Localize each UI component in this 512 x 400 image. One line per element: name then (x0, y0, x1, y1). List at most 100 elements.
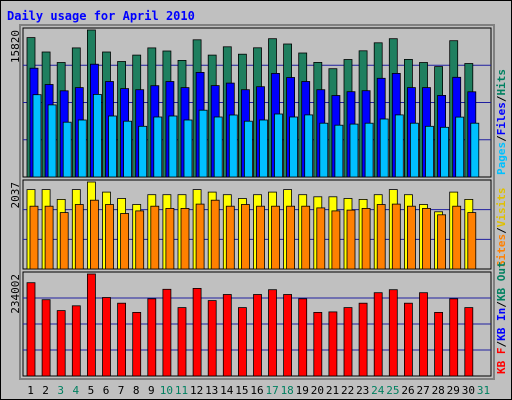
bar-kb-f (464, 307, 474, 377)
bar-sites (59, 212, 69, 270)
legend-entry: / (495, 95, 508, 102)
bar-pages (364, 122, 374, 178)
bar-pages (183, 119, 193, 178)
bar-sites (44, 205, 54, 270)
x-tick-label: 19 (296, 384, 309, 397)
legend-entry: / (495, 227, 508, 234)
bar-kb-f (26, 282, 36, 377)
bar-pages (274, 113, 283, 178)
bar-pages (138, 125, 148, 178)
x-tick-label: 1 (27, 384, 34, 397)
bar-sites (301, 205, 311, 270)
bar-sites (316, 207, 326, 270)
legend-entry: Hits (495, 69, 508, 96)
legend-top: Pages/Files/Hits (495, 69, 508, 175)
x-tick-label: 31 (477, 384, 490, 397)
bar-kb-f (313, 311, 323, 377)
plot-frame (19, 24, 495, 380)
bar-kb-f (388, 289, 398, 377)
bar-pages (108, 115, 117, 178)
bar-kb-f (87, 273, 96, 377)
x-tick-label: 26 (401, 384, 414, 397)
bar-sites (29, 205, 39, 270)
chart-title: Daily usage for April 2010 (7, 9, 195, 23)
bar-pages (349, 123, 359, 178)
legend-entry: KB Out (495, 261, 508, 301)
bar-pages (289, 116, 299, 178)
bar-pages (213, 116, 223, 178)
bar-pages (32, 94, 42, 178)
bar-kb-f (373, 292, 383, 377)
bar-sites (331, 210, 341, 270)
legend-bottom: KB F/KB In/KB Out (495, 261, 508, 374)
x-tick-label: 30 (462, 384, 475, 397)
x-tick-label: 20 (311, 384, 324, 397)
bar-kb-f (41, 299, 51, 377)
bar-sites (195, 203, 205, 270)
bar-sites (150, 205, 160, 270)
bar-sites (346, 209, 356, 270)
bar-kb-f (358, 302, 368, 377)
x-tick-label: 6 (103, 384, 110, 397)
bar-sites (90, 199, 99, 270)
legend-entry: Visits (495, 188, 508, 228)
bar-pages (334, 124, 344, 178)
bar-pages (77, 119, 87, 178)
bar-sites (74, 204, 84, 270)
x-tick-label: 9 (148, 384, 155, 397)
bar-pages (123, 120, 132, 178)
x-tick-label: 21 (326, 384, 339, 397)
legend-middle: Sites/Visits (495, 188, 508, 268)
legend-entry: Sites (495, 234, 508, 267)
bar-pages (470, 122, 480, 178)
bar-sites (391, 203, 401, 270)
bar-kb-f (56, 310, 66, 377)
bar-kb-f (222, 294, 232, 377)
bar-kb-f (102, 297, 111, 377)
y-max-label: 234002 (9, 274, 22, 314)
bar-pages (379, 118, 389, 178)
bar-kb-f (449, 298, 459, 377)
bar-kb-f (343, 307, 353, 377)
bar-sites (376, 204, 386, 270)
legend-entry: / (495, 301, 508, 308)
x-tick-label: 16 (250, 384, 263, 397)
bar-pages (259, 119, 268, 178)
bar-sites (105, 204, 114, 270)
bar-pages (455, 116, 465, 178)
x-tick-label: 11 (175, 384, 188, 397)
x-tick-label: 8 (133, 384, 140, 397)
legend-entry: KB In (495, 308, 508, 341)
x-tick-label: 5 (88, 384, 95, 397)
bar-pages (394, 114, 404, 178)
x-tick-label: 27 (416, 384, 429, 397)
x-tick-label: 13 (205, 384, 218, 397)
bar-sites (256, 205, 265, 270)
bar-kb-f (117, 302, 126, 377)
bar-kb-f (147, 298, 157, 377)
bar-pages (47, 104, 57, 178)
bar-sites (225, 205, 235, 270)
bar-sites (437, 214, 447, 270)
bar-sites (467, 212, 477, 270)
bar-kb-f (132, 311, 142, 377)
bar-kb-f (192, 287, 202, 377)
x-tick-label: 23 (356, 384, 369, 397)
x-tick-label: 12 (190, 384, 203, 397)
bar-pages (440, 126, 450, 178)
bar-kb-f (162, 288, 172, 377)
bar-kb-f (268, 289, 277, 377)
x-tick-label: 15 (235, 384, 248, 397)
y-max-label: 15820 (9, 30, 22, 63)
legend-entry: Pages (495, 142, 508, 175)
bar-pages (409, 122, 419, 178)
bar-pages (425, 125, 434, 178)
bar-sites (210, 199, 220, 270)
bar-kb-f (71, 305, 81, 377)
x-tick-label: 7 (118, 384, 125, 397)
x-tick-label: 2 (42, 384, 49, 397)
bar-pages (228, 114, 238, 178)
x-tick-label: 24 (371, 384, 385, 397)
